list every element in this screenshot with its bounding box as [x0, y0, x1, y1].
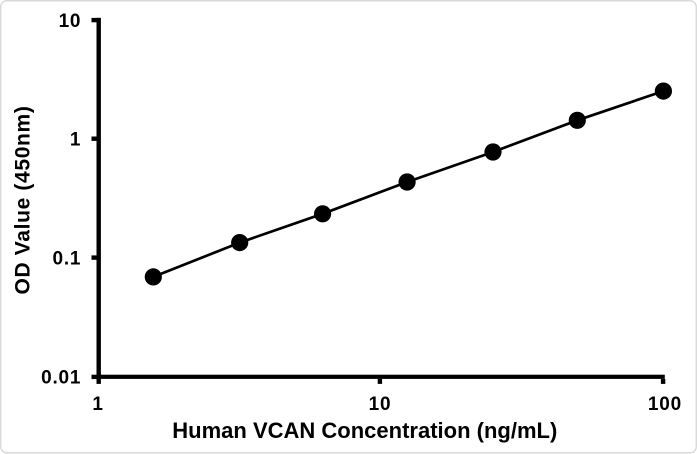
svg-text:Human VCAN Concentration (ng/m: Human VCAN Concentration (ng/mL) — [172, 418, 557, 443]
svg-text:1: 1 — [92, 394, 103, 415]
svg-text:1: 1 — [70, 130, 81, 151]
svg-text:0.01: 0.01 — [41, 368, 81, 389]
svg-text:100: 100 — [648, 394, 682, 415]
svg-text:OD Value (450nm): OD Value (450nm) — [12, 106, 35, 295]
svg-text:0.1: 0.1 — [52, 249, 81, 270]
svg-text:10: 10 — [369, 394, 392, 415]
svg-text:10: 10 — [59, 11, 82, 32]
